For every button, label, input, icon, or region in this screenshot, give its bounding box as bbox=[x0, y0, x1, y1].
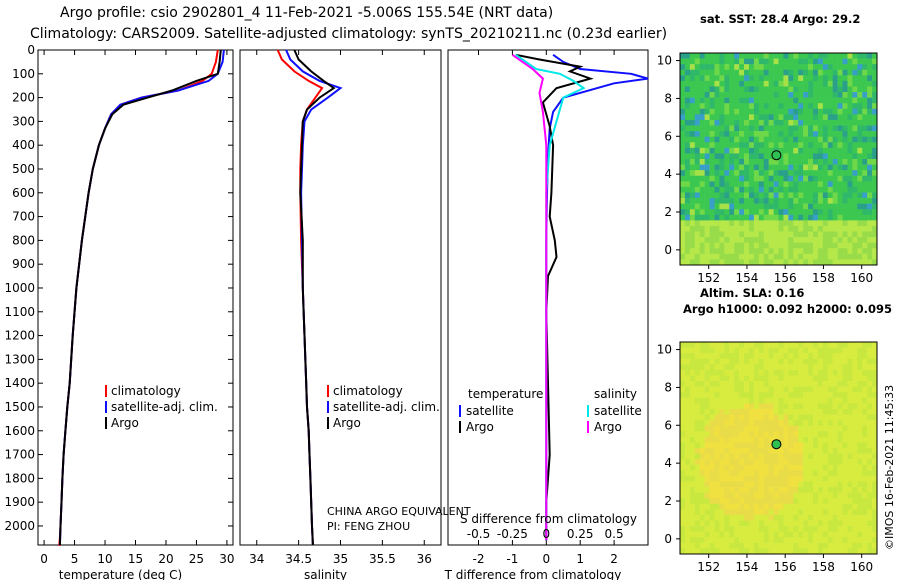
map-y-tick-label: 0 bbox=[664, 243, 672, 257]
panel-frame-temperature bbox=[38, 50, 233, 545]
x-tick-label-temperature: 0 bbox=[40, 552, 48, 566]
legend-label-argo: Argo bbox=[111, 416, 139, 430]
y-tick-label: 0 bbox=[27, 43, 35, 57]
x-axis-label-salinity: salinity bbox=[304, 568, 347, 580]
map-x-tick-label: 154 bbox=[735, 560, 758, 574]
legend-heading-salinity: salinity bbox=[594, 387, 637, 401]
y-tick-label: 300 bbox=[12, 114, 35, 128]
x-tick-label-temperature: 25 bbox=[189, 552, 204, 566]
map-x-tick-label: 158 bbox=[812, 560, 835, 574]
map-x-tick-label: 160 bbox=[850, 560, 873, 574]
y-tick-label: 2000 bbox=[4, 519, 35, 533]
map-y-tick-label: 10 bbox=[657, 54, 672, 68]
map-y-tick-label: 2 bbox=[664, 205, 672, 219]
legend-label-climatology: climatology bbox=[111, 384, 181, 398]
x-tick-label-salinity: 34 bbox=[249, 552, 264, 566]
legend-label-satellite_s: satellite bbox=[594, 404, 642, 418]
map-y-tick-label: 6 bbox=[664, 418, 672, 432]
x-tick-label-temperature: 10 bbox=[97, 552, 112, 566]
legend-label-climatology: climatology bbox=[333, 384, 403, 398]
map-x-tick-label: 160 bbox=[850, 271, 873, 285]
argo-position-marker bbox=[772, 440, 781, 449]
y-tick-label: 1500 bbox=[4, 400, 35, 414]
annotation-pi: PI: FENG ZHOU bbox=[327, 520, 410, 533]
top-tick-label: 0 bbox=[542, 527, 550, 541]
argo-profile-figure: 0100200300400500600700800900100011001200… bbox=[0, 0, 900, 580]
map-y-tick-label: 4 bbox=[664, 456, 672, 470]
x-tick-label-salinity: 35.5 bbox=[369, 552, 396, 566]
top-tick-label: -0.5 bbox=[467, 527, 490, 541]
y-tick-label: 1800 bbox=[4, 471, 35, 485]
legend-label-satellite: satellite-adj. clim. bbox=[111, 400, 218, 414]
top-tick-label: 0.5 bbox=[605, 527, 624, 541]
map-x-tick-label: 152 bbox=[697, 271, 720, 285]
x-axis-label-temperature: temperature (deg C) bbox=[59, 568, 182, 580]
top-tick-label: 0.25 bbox=[567, 527, 594, 541]
y-tick-label: 1300 bbox=[4, 352, 35, 366]
map-y-tick-label: 2 bbox=[664, 494, 672, 508]
legend-heading-temperature: temperature bbox=[468, 387, 543, 401]
x-axis-label-difference: T difference from climatology bbox=[444, 568, 622, 580]
y-tick-label: 1200 bbox=[4, 329, 35, 343]
y-tick-label: 900 bbox=[12, 257, 35, 271]
y-tick-label: 600 bbox=[12, 186, 35, 200]
map-y-tick-label: 8 bbox=[664, 91, 672, 105]
map-y-tick-label: 8 bbox=[664, 380, 672, 394]
legend-label-argo: Argo bbox=[333, 416, 361, 430]
x-tick-label-salinity: 34.5 bbox=[285, 552, 312, 566]
y-tick-label: 700 bbox=[12, 210, 35, 224]
map-x-tick-label: 154 bbox=[735, 271, 758, 285]
y-tick-label: 1000 bbox=[4, 281, 35, 295]
map-x-tick-label: 152 bbox=[697, 560, 720, 574]
x-tick-label-difference: 0 bbox=[542, 552, 550, 566]
y-tick-label: 1400 bbox=[4, 376, 35, 390]
map-y-tick-label: 0 bbox=[664, 532, 672, 546]
y-tick-label: 800 bbox=[12, 233, 35, 247]
y-tick-label: 1700 bbox=[4, 448, 35, 462]
y-tick-label: 500 bbox=[12, 162, 35, 176]
top-axis-title: S difference from climatology bbox=[460, 512, 637, 526]
legend-label-satellite: satellite bbox=[466, 404, 514, 418]
legend-label-satellite: satellite-adj. clim. bbox=[333, 400, 440, 414]
panel-frame-salinity bbox=[240, 50, 441, 545]
x-tick-label-temperature: 30 bbox=[219, 552, 234, 566]
y-tick-label: 1900 bbox=[4, 495, 35, 509]
x-tick-label-salinity: 36 bbox=[417, 552, 432, 566]
map-x-tick-label: 156 bbox=[774, 271, 797, 285]
x-tick-label-difference: 2 bbox=[610, 552, 618, 566]
top-tick-label: -0.25 bbox=[497, 527, 528, 541]
y-tick-label: 1100 bbox=[4, 305, 35, 319]
y-tick-label: 100 bbox=[12, 67, 35, 81]
map-y-tick-label: 4 bbox=[664, 167, 672, 181]
map-y-tick-label: 6 bbox=[664, 129, 672, 143]
y-tick-label: 1600 bbox=[4, 424, 35, 438]
y-tick-label: 400 bbox=[12, 138, 35, 152]
legend-label-argo_s: Argo bbox=[594, 420, 622, 434]
annotation-owner: CHINA ARGO EQUIVALENT bbox=[327, 505, 471, 518]
x-tick-label-temperature: 5 bbox=[71, 552, 79, 566]
x-tick-label-salinity: 35 bbox=[333, 552, 348, 566]
argo-position-marker bbox=[772, 151, 781, 160]
map-y-tick-label: 10 bbox=[657, 343, 672, 357]
y-tick-label: 200 bbox=[12, 91, 35, 105]
legend-label-argo: Argo bbox=[466, 420, 494, 434]
map-x-tick-label: 156 bbox=[774, 560, 797, 574]
x-tick-label-temperature: 15 bbox=[128, 552, 143, 566]
x-tick-label-difference: 1 bbox=[576, 552, 584, 566]
map-x-tick-label: 158 bbox=[812, 271, 835, 285]
x-tick-label-difference: -1 bbox=[506, 552, 518, 566]
x-tick-label-difference: -2 bbox=[473, 552, 485, 566]
x-tick-label-temperature: 20 bbox=[158, 552, 173, 566]
